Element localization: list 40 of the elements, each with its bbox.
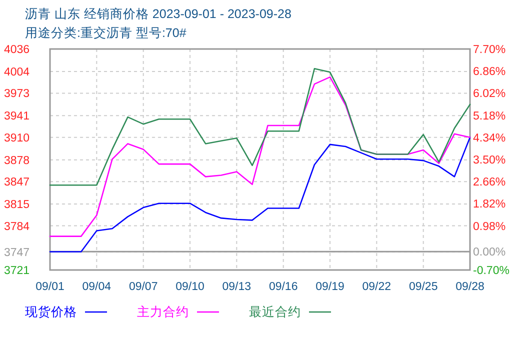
y2-tick-label: 5.18% bbox=[473, 110, 506, 122]
y2-tick-label: 0.98% bbox=[473, 220, 506, 233]
legend-label: 主力合约 bbox=[137, 304, 189, 319]
x-tick-label: 09/04 bbox=[82, 281, 112, 293]
x-tick-label: 09/01 bbox=[36, 281, 64, 293]
y2-tick-label: 4.34% bbox=[473, 132, 506, 144]
y-tick-label: 3847 bbox=[4, 176, 30, 189]
x-tick-label: 09/10 bbox=[176, 281, 204, 293]
y-tick-label: 4004 bbox=[4, 66, 30, 78]
y-tick-label: 3910 bbox=[4, 132, 30, 144]
legend-label: 最近合约 bbox=[249, 305, 301, 319]
x-tick-label: 09/16 bbox=[268, 281, 298, 293]
y2-tick-label: 6.86% bbox=[473, 66, 506, 78]
x-tick-label: 09/07 bbox=[128, 281, 158, 293]
y-tick-label: 3815 bbox=[4, 199, 30, 212]
line-series bbox=[49, 68, 471, 186]
y-tick-label: 3973 bbox=[4, 88, 30, 100]
x-tick-label: 09/28 bbox=[456, 281, 484, 293]
chart-title: 沥青 山东 经销商价格 2023-09-01 - 2023-09-28 bbox=[25, 7, 292, 21]
x-tick-label: 09/25 bbox=[408, 281, 438, 293]
y2-tick-label: -0.70% bbox=[473, 265, 510, 277]
y2-tick-label: 6.02% bbox=[473, 88, 506, 100]
x-tick-label: 09/13 bbox=[222, 281, 252, 293]
y2-tick-label: 1.82% bbox=[473, 198, 506, 211]
y-tick-label: 3784 bbox=[4, 220, 30, 233]
legend-label: 现货价格 bbox=[25, 305, 77, 319]
line-series bbox=[49, 136, 471, 252]
y2-tick-label: 3.50% bbox=[473, 154, 506, 166]
chart-subtitle: 用途分类:重交沥青 型号:70# bbox=[25, 25, 186, 40]
y-tick-label: 3747 bbox=[4, 246, 30, 259]
line-series bbox=[49, 76, 471, 237]
y2-tick-label: 7.70% bbox=[473, 44, 506, 56]
y-tick-label: 4036 bbox=[4, 44, 30, 56]
y-tick-label: 3941 bbox=[4, 110, 30, 123]
x-tick-label: 09/19 bbox=[316, 281, 344, 293]
y-tick-label: 3721 bbox=[4, 265, 30, 277]
y-tick-label: 3878 bbox=[4, 154, 30, 167]
x-tick-label: 09/22 bbox=[362, 281, 392, 293]
y2-tick-label: 2.66% bbox=[473, 176, 506, 189]
y2-tick-label: 0.00% bbox=[473, 246, 506, 259]
